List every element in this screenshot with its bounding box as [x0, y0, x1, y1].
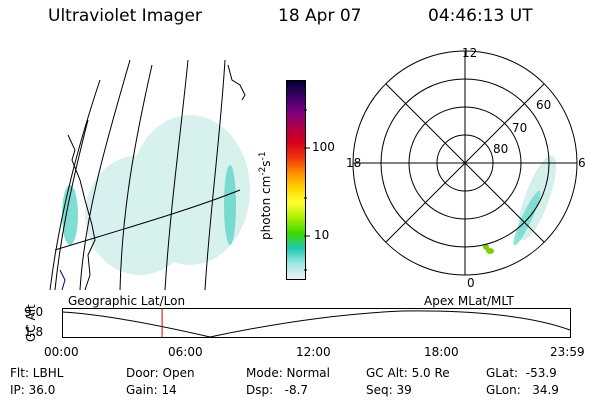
glat-info: GLat: -53.9 — [486, 366, 557, 380]
timeline-chart — [62, 308, 571, 338]
mlat-label-70: 70 — [512, 121, 528, 135]
timeline-tick-1: 06:00 — [168, 345, 203, 359]
aurora-glow-polar — [483, 155, 557, 254]
mlat-label-60: 60 — [536, 98, 552, 112]
time-label: 04:46:13 UT — [428, 6, 533, 26]
timeline-tick-4: 23:59 — [550, 345, 585, 359]
mlt-label-18: 18 — [346, 156, 362, 170]
mlt-label-12: 12 — [462, 46, 478, 60]
mode-info: Mode: Normal — [246, 366, 330, 380]
timeline-y-top: 9.0 — [24, 305, 44, 319]
scale-tick-100: 100 — [312, 140, 335, 154]
glon-info: GLon: 34.9 — [486, 383, 559, 397]
geo-plot-label: Geographic Lat/Lon — [68, 294, 186, 308]
color-scale-bar — [286, 80, 306, 280]
polar-plot-label: Apex MLat/MLT — [424, 294, 514, 308]
color-scale-ticks — [304, 109, 310, 271]
date-label: 18 Apr 07 — [278, 6, 362, 26]
mlat-label-80: 80 — [493, 142, 509, 156]
geographic-image — [49, 59, 250, 290]
gc-alt-info: GC Alt: 5.0 Re — [366, 366, 450, 380]
coastline — [67, 64, 246, 290]
dsp-info: Dsp: -8.7 — [246, 383, 309, 397]
mlt-label-0: 0 — [467, 276, 475, 290]
door-info: Door: Open — [126, 366, 195, 380]
latitude-line — [54, 189, 241, 251]
timeline-tick-3: 18:00 — [424, 345, 459, 359]
scale-unit-label: photon cm-2s-1 — [258, 151, 273, 240]
seq-info: Seq: 39 — [366, 383, 412, 397]
meridian-lines — [49, 59, 226, 290]
mlt-label-6: 6 — [578, 156, 586, 170]
filter-info: Flt: LBHL — [10, 366, 64, 380]
app-title: Ultraviolet Imager — [48, 6, 202, 26]
scale-tick-10: 10 — [314, 228, 330, 242]
gain-info: Gain: 14 — [126, 383, 177, 397]
timeline-tick-2: 12:00 — [296, 345, 331, 359]
aurora-glow — [85, 115, 250, 275]
timeline-y-bottom: 1.8 — [24, 325, 44, 339]
ip-info: IP: 36.0 — [10, 383, 56, 397]
polar-plot — [352, 50, 578, 276]
altitude-curve — [62, 310, 571, 338]
timeline-tick-0: 00:00 — [44, 345, 79, 359]
